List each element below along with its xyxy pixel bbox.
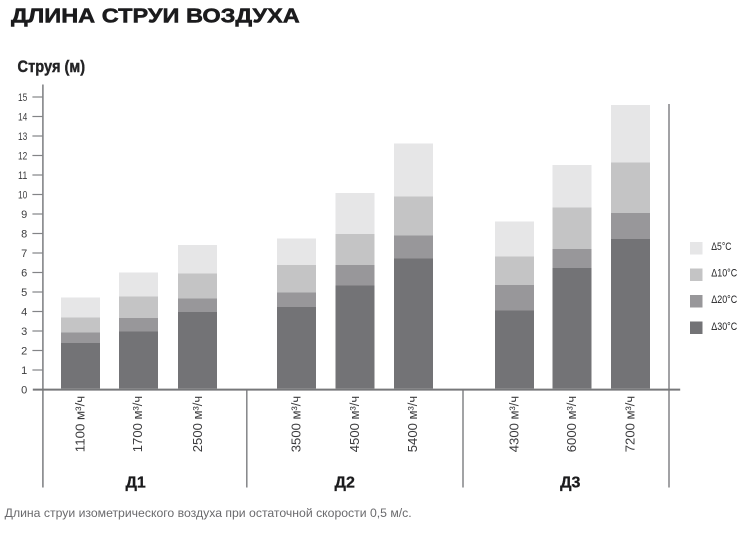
svg-text:8: 8 bbox=[21, 229, 27, 241]
svg-text:14: 14 bbox=[18, 112, 27, 124]
svg-text:2500 м³/ч: 2500 м³/ч bbox=[191, 396, 205, 452]
svg-text:4: 4 bbox=[21, 307, 27, 319]
svg-text:11: 11 bbox=[18, 170, 27, 182]
svg-text:7200 м³/ч: 7200 м³/ч bbox=[623, 396, 637, 452]
svg-text:1700 м³/ч: 1700 м³/ч bbox=[131, 396, 145, 452]
svg-text:4300 м³/ч: 4300 м³/ч bbox=[508, 396, 522, 452]
svg-text:Δ20°C: Δ20°C bbox=[711, 294, 737, 306]
svg-text:Δ5°C: Δ5°C bbox=[711, 241, 731, 253]
svg-text:ДЛИНА СТРУИ ВОЗДУХА: ДЛИНА СТРУИ ВОЗДУХА bbox=[11, 4, 300, 27]
svg-text:Д3: Д3 bbox=[560, 474, 580, 491]
svg-text:10: 10 bbox=[18, 190, 27, 202]
svg-text:7: 7 bbox=[21, 248, 27, 260]
svg-text:6000 м³/ч: 6000 м³/ч bbox=[565, 396, 579, 452]
svg-text:3: 3 bbox=[21, 326, 27, 338]
svg-text:Д2: Д2 bbox=[335, 474, 355, 491]
svg-text:Δ10°C: Δ10°C bbox=[711, 268, 737, 280]
svg-text:Струя (м): Струя (м) bbox=[18, 58, 86, 76]
svg-text:12: 12 bbox=[18, 151, 27, 163]
svg-text:2: 2 bbox=[21, 346, 27, 358]
svg-text:15: 15 bbox=[18, 92, 27, 104]
svg-text:13: 13 bbox=[18, 131, 27, 143]
svg-text:9: 9 bbox=[21, 209, 27, 221]
svg-text:Δ30°C: Δ30°C bbox=[711, 321, 737, 333]
svg-text:Длина струи изометрического во: Длина струи изометрического воздуха при … bbox=[5, 506, 412, 520]
svg-text:1100 м³/ч: 1100 м³/ч bbox=[73, 396, 87, 452]
svg-text:5400 м³/ч: 5400 м³/ч bbox=[406, 396, 420, 452]
svg-text:Д1: Д1 bbox=[125, 474, 145, 491]
svg-text:5: 5 bbox=[21, 287, 27, 299]
svg-text:1: 1 bbox=[21, 365, 27, 377]
svg-text:6: 6 bbox=[21, 268, 27, 280]
svg-text:0: 0 bbox=[21, 385, 27, 397]
svg-text:4500 м³/ч: 4500 м³/ч bbox=[348, 396, 362, 452]
svg-text:3500 м³/ч: 3500 м³/ч bbox=[289, 396, 303, 452]
